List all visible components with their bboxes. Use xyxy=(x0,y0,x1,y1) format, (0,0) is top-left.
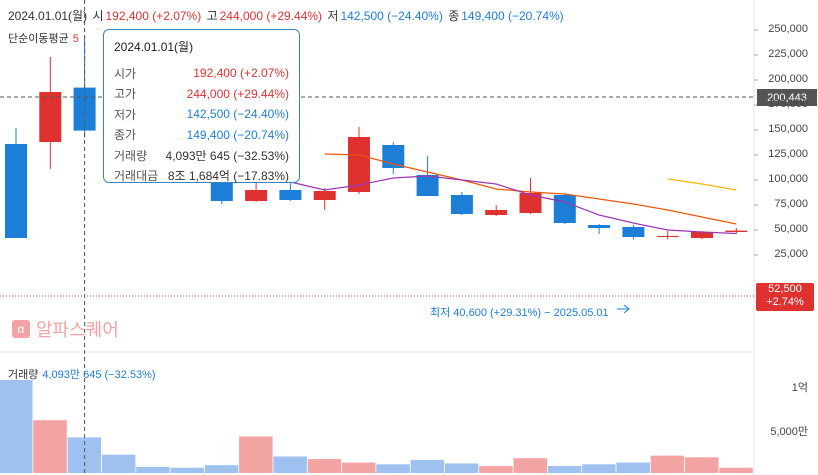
candle-body xyxy=(5,144,27,238)
price-tick-label: 25,000 xyxy=(774,248,808,260)
volume-bar xyxy=(376,464,410,473)
volume-bar xyxy=(33,420,67,473)
ma10-line xyxy=(324,153,737,225)
tooltip-row-label: 종가 xyxy=(114,128,137,143)
volume-bar xyxy=(136,466,170,473)
volume-bar xyxy=(650,455,685,473)
candle-body xyxy=(725,230,748,232)
ma-legend-label: 단순이동평균 xyxy=(8,33,69,45)
candle-body xyxy=(691,232,713,238)
candle-body xyxy=(348,137,370,192)
crosshair-price-label: 200,443 xyxy=(757,89,817,106)
volume-bar xyxy=(101,454,136,473)
price-tick-label: 250,000 xyxy=(768,23,808,35)
candle-body xyxy=(279,190,302,200)
candle-body xyxy=(622,227,645,237)
tooltip-row-value: 8조 1,684억 (−17.83%) xyxy=(167,169,289,184)
volume-bar xyxy=(547,466,582,473)
candle-body xyxy=(245,190,268,201)
low-value: 142,500 (−24.40%) xyxy=(340,9,443,23)
price-tick-label: 200,000 xyxy=(768,73,808,85)
tooltip-row-label: 저가 xyxy=(114,107,137,122)
volume-bar xyxy=(616,462,650,473)
volume-bar xyxy=(410,459,445,473)
tooltip-row-value: 4,093만 645 (−32.53%) xyxy=(165,148,289,163)
candle-tooltip: 2024.01.01(월) 시가 192,400 (+2.07%) 고가 244,00… xyxy=(103,29,300,183)
volume-legend: 거래량 4,093만 645 (−32.53%) xyxy=(8,366,156,382)
volume-bar xyxy=(0,379,33,473)
tooltip-row-label: 시가 xyxy=(114,66,137,81)
candle-body xyxy=(485,210,508,215)
candle-body xyxy=(313,191,336,200)
tooltip-row: 거래대금 8조 1,684억 (−17.83%) xyxy=(114,166,289,187)
watermark-text: 알파스퀘어 xyxy=(36,320,119,340)
high-value: 244,000 (+29.44%) xyxy=(219,9,323,23)
close-label: 종 xyxy=(448,9,460,23)
tooltip-row: 고가 244,000 (+29.44%) xyxy=(114,84,289,105)
open-value: 192,400 (+2.07%) xyxy=(105,9,202,23)
tooltip-row-label: 고가 xyxy=(114,87,137,102)
candle-body xyxy=(39,92,62,142)
volume-bar xyxy=(170,467,204,473)
volume-bar xyxy=(685,457,719,473)
tooltip-row: 거래량 4,093만 645 (−32.53%) xyxy=(114,145,289,166)
price-tick-label: 175,000 xyxy=(768,98,808,110)
ohlc-header: 2024.01.01(월) 시 192,400 (+2.07%) 고 244,000… xyxy=(8,7,566,24)
tooltip-row: 종가 149,400 (−20.74%) xyxy=(114,125,289,146)
tooltip-row-value: 149,400 (−20.74%) xyxy=(186,127,289,142)
price-tick-label: 150,000 xyxy=(768,123,808,135)
volume-bar xyxy=(719,467,753,473)
candle-body xyxy=(73,87,96,131)
volume-bar xyxy=(513,458,547,473)
candle-body xyxy=(416,175,439,196)
ma20-line xyxy=(667,178,737,191)
tooltip-row-label: 거래대금 xyxy=(114,169,159,184)
volume-bar xyxy=(582,464,616,473)
last-price-value: 52,500 xyxy=(768,283,802,295)
tooltip-date: 2024.01.01(월) xyxy=(114,40,194,54)
low-label: 저 xyxy=(327,9,339,23)
volume-tick-label: 1억 xyxy=(791,382,808,394)
volume-legend-value: 4,093만 645 (−32.53%) xyxy=(42,369,156,381)
tooltip-row-value: 142,500 (−24.40%) xyxy=(186,107,289,122)
price-tick-label: 100,000 xyxy=(768,173,808,185)
candle-body xyxy=(588,225,611,228)
price-tick-label: 75,000 xyxy=(774,198,808,210)
volume-bar xyxy=(204,465,239,473)
candle-body xyxy=(450,195,473,214)
last-price-label: 52,500 +2.74% xyxy=(756,283,814,311)
tooltip-row-value: 192,400 (+2.07%) xyxy=(193,66,289,81)
low-annotation: 최저 40,600 (+29.31%) − 2025.05.01 xyxy=(430,307,609,319)
last-price-change: +2.74% xyxy=(766,296,804,308)
alphasquare-watermark: α 알파스퀘어 xyxy=(12,316,119,342)
candle-body xyxy=(656,236,679,237)
tooltip-row-label: 거래량 xyxy=(114,148,148,163)
header-date: 2024.01.01(월) xyxy=(8,9,88,23)
tooltip-row-value: 244,000 (+29.44%) xyxy=(186,86,289,101)
tooltip-row: 시가 192,400 (+2.07%) xyxy=(114,63,289,84)
volume-bar xyxy=(479,466,513,473)
price-tick-label: 125,000 xyxy=(768,148,808,160)
high-label: 고 xyxy=(206,9,218,23)
alpha-logo-icon: α xyxy=(12,320,30,338)
price-tick-label: 225,000 xyxy=(768,48,808,60)
ma5-legend: 5 xyxy=(72,33,79,45)
volume-bar xyxy=(273,456,307,473)
open-label: 시 xyxy=(92,9,104,23)
volume-tick-label: 5,000만 xyxy=(770,425,808,438)
volume-bar xyxy=(342,462,376,473)
ma-legend[interactable]: 단순이동평균 5 xyxy=(8,30,79,46)
tooltip-row: 저가 142,500 (−24.40%) xyxy=(114,104,289,125)
close-value: 149,400 (−20.74%) xyxy=(461,9,564,23)
price-tick-label: 50,000 xyxy=(774,223,808,235)
volume-bar xyxy=(239,436,273,473)
candle-body xyxy=(553,195,576,223)
candle-body xyxy=(519,193,542,213)
volume-bar xyxy=(444,463,479,473)
volume-bar xyxy=(307,459,342,473)
low-arrow-head xyxy=(623,304,630,314)
volume-legend-label: 거래량 xyxy=(8,369,39,381)
